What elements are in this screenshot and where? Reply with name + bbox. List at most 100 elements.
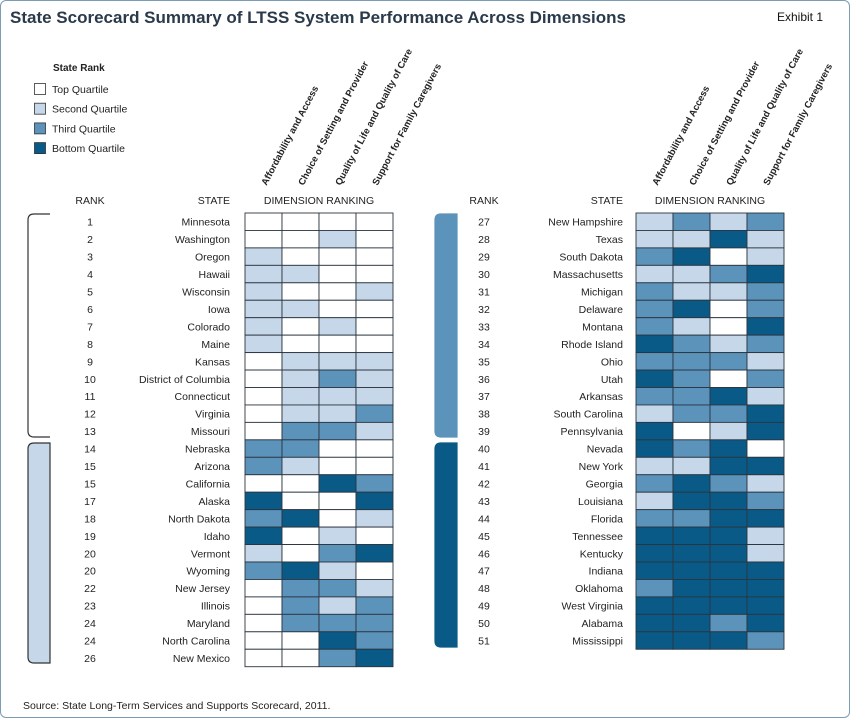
- ranking-cell: [281, 596, 320, 615]
- ranking-cell: [635, 509, 674, 528]
- ranking-cell: [281, 561, 320, 580]
- ranking-cell: [746, 247, 785, 266]
- rank-label: 10: [84, 374, 96, 386]
- ranking-cell: [672, 509, 711, 528]
- ranking-cell: [746, 264, 785, 284]
- ranking-cell: [709, 544, 748, 563]
- ranking-cell: [281, 352, 320, 371]
- ranking-cell: [355, 439, 394, 458]
- ranking-cell: [672, 561, 711, 580]
- ranking-cell: [281, 264, 320, 284]
- ranking-cell: [244, 491, 283, 511]
- bracket-second-quartile: [27, 442, 51, 664]
- ranking-cell: [355, 404, 394, 423]
- ranking-cell: [746, 491, 785, 511]
- ranking-cell: [355, 334, 394, 354]
- ranking-cell: [355, 229, 394, 249]
- ranking-cell: [635, 369, 674, 388]
- ranking-cell: [709, 299, 748, 319]
- ranking-cell: [672, 387, 711, 406]
- ranking-cell: [355, 299, 394, 319]
- state-label: Iowa: [208, 304, 230, 316]
- rank-label: 50: [478, 618, 490, 630]
- ranking-cell: [281, 387, 320, 406]
- ranking-cell: [318, 579, 357, 598]
- ranking-cell: [635, 299, 674, 319]
- state-label: Alabama: [582, 618, 624, 630]
- state-label: Colorado: [187, 321, 230, 333]
- rank-label: 40: [478, 444, 490, 456]
- ranking-cell: [746, 387, 785, 406]
- ranking-cell: [318, 299, 357, 319]
- ranking-cell: [318, 212, 357, 231]
- ranking-cell: [709, 247, 748, 266]
- state-label: New York: [579, 461, 624, 473]
- ranking-cell: [672, 596, 711, 615]
- state-label: Georgia: [586, 478, 624, 490]
- ranking-cell: [672, 229, 711, 249]
- state-label: Maryland: [187, 618, 230, 630]
- ranking-cell: [318, 369, 357, 388]
- ranking-cell: [244, 596, 283, 615]
- ranking-cell: [746, 596, 785, 615]
- ranking-cell: [746, 509, 785, 528]
- rank-label: 28: [478, 234, 490, 246]
- rank-label: 26: [84, 653, 96, 665]
- ranking-cell: [635, 613, 674, 633]
- ranking-cell: [709, 439, 748, 458]
- ranking-cell: [281, 334, 320, 354]
- rank-label: 31: [478, 287, 490, 299]
- rank-label: 38: [478, 409, 490, 421]
- ranking-cell: [281, 439, 320, 458]
- ranking-cell: [672, 247, 711, 266]
- ranking-cell: [746, 404, 785, 423]
- ranking-cell: [635, 596, 674, 615]
- ranking-cell: [746, 474, 785, 493]
- rank-label: 44: [478, 513, 490, 525]
- header-rank: RANK: [469, 195, 498, 207]
- ranking-cell: [244, 561, 283, 580]
- ranking-cell: [635, 439, 674, 458]
- state-label: New Jersey: [175, 583, 231, 595]
- ranking-cell: [746, 439, 785, 458]
- ranking-cell: [709, 229, 748, 249]
- left-panel: RANK STATE DIMENSION RANKINGAffordability …: [75, 47, 444, 668]
- ranking-cell: [635, 491, 674, 511]
- state-label: Wisconsin: [182, 287, 230, 299]
- ranking-cell: [635, 421, 674, 441]
- ranking-cell: [672, 456, 711, 476]
- state-label: Hawaii: [198, 269, 230, 281]
- ranking-cell: [318, 491, 357, 511]
- ranking-cell: [709, 474, 748, 493]
- ranking-cell: [318, 387, 357, 406]
- ranking-cell: [709, 526, 748, 545]
- ranking-cell: [672, 352, 711, 371]
- state-label: Massachusetts: [553, 269, 623, 281]
- state-label: Utah: [601, 374, 623, 386]
- legend-swatch-3: [34, 122, 46, 135]
- ranking-cell: [635, 334, 674, 354]
- ranking-cell: [672, 334, 711, 354]
- ranking-cell: [672, 317, 711, 336]
- state-label: South Carolina: [554, 409, 624, 421]
- state-label: Missouri: [191, 426, 230, 438]
- rank-label: 23: [84, 601, 96, 613]
- ranking-cell: [355, 247, 394, 266]
- ranking-cell: [244, 613, 283, 633]
- ranking-cell: [355, 387, 394, 406]
- dimension-header-4: Support for Family Caregivers: [761, 62, 835, 187]
- rank-label: 6: [87, 304, 93, 316]
- state-label: Minnesota: [182, 217, 231, 229]
- ranking-cell: [318, 544, 357, 563]
- rank-label: 47: [478, 566, 490, 578]
- ranking-cell: [746, 631, 785, 650]
- ranking-cell: [318, 421, 357, 441]
- ranking-cell: [244, 404, 283, 423]
- ranking-cell: [672, 544, 711, 563]
- rank-label: 1: [87, 217, 93, 229]
- ranking-cell: [709, 509, 748, 528]
- rank-label: 37: [478, 391, 490, 403]
- ranking-cell: [672, 474, 711, 493]
- ranking-cell: [635, 474, 674, 493]
- ranking-cell: [318, 648, 357, 668]
